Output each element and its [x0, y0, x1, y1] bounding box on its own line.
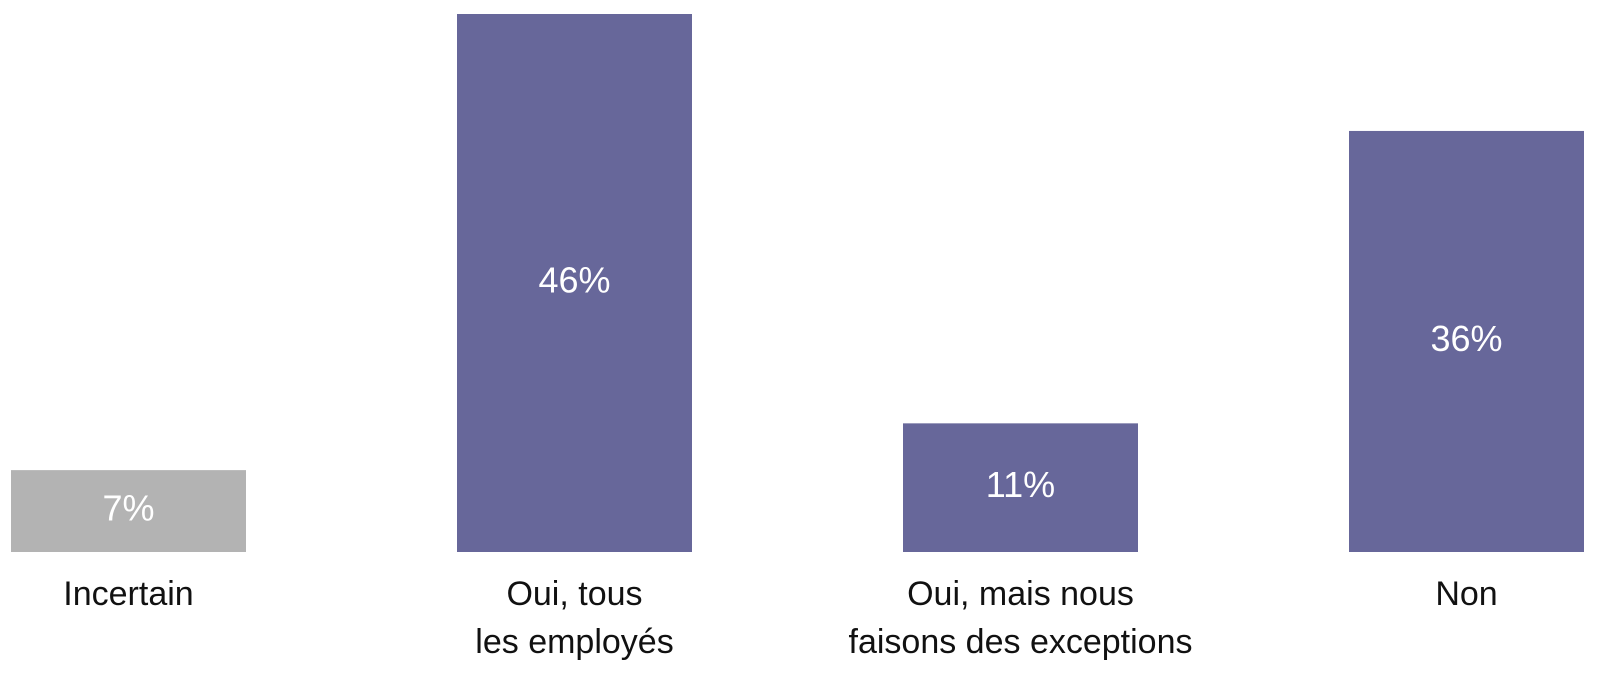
value-label: 46% [538, 260, 610, 301]
bar [457, 14, 692, 552]
value-label: 36% [1430, 318, 1502, 359]
bar [903, 423, 1138, 552]
value-label: 11% [986, 464, 1055, 505]
category-label: Oui, tous les employés [475, 575, 674, 661]
category-label: Non [1435, 575, 1498, 613]
category-label: Incertain [63, 575, 194, 613]
bar [1349, 130, 1584, 552]
category-label: Oui, mais nous faisons des exceptions [848, 575, 1193, 661]
value-label: 7% [102, 488, 154, 529]
bar [11, 470, 246, 552]
